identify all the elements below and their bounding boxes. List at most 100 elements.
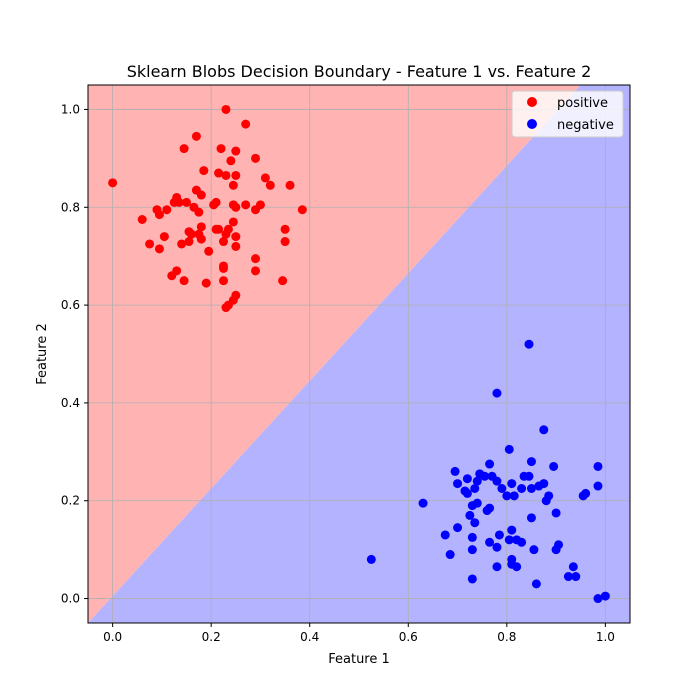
positive-point xyxy=(177,239,187,249)
positive-point xyxy=(174,197,184,207)
plot-area xyxy=(87,84,631,624)
negative-point xyxy=(529,545,539,555)
negative-point xyxy=(507,525,517,535)
negative-point xyxy=(494,530,504,540)
legend-label-positive: positive xyxy=(557,96,608,111)
positive-point xyxy=(280,224,290,234)
positive-point xyxy=(280,237,290,247)
legend-marker-positive xyxy=(527,97,537,107)
positive-point xyxy=(241,119,251,129)
negative-point xyxy=(467,545,477,555)
negative-point xyxy=(507,479,517,489)
y-axis-label: Feature 2 xyxy=(35,323,50,385)
positive-point xyxy=(251,153,261,163)
negative-point xyxy=(504,535,514,545)
legend-label-negative: negative xyxy=(557,118,614,133)
x-tick-label: 1.0 xyxy=(596,630,615,644)
positive-point xyxy=(251,205,261,215)
positive-point xyxy=(251,254,261,264)
y-tick-label: 0.2 xyxy=(61,494,80,508)
negative-point xyxy=(480,471,490,481)
negative-point xyxy=(418,498,428,508)
legend-box xyxy=(511,90,624,138)
positive-point xyxy=(145,239,155,249)
negative-point xyxy=(467,532,477,542)
negative-point xyxy=(593,594,603,604)
positive-point xyxy=(285,180,295,190)
negative-point xyxy=(485,459,495,469)
negative-point xyxy=(517,537,527,547)
y-tick-label: 0.4 xyxy=(61,396,80,410)
points-layer xyxy=(108,104,610,604)
x-tick-label: 0.0 xyxy=(103,630,122,644)
x-tick-label: 0.4 xyxy=(300,630,319,644)
positive-point xyxy=(216,144,226,154)
negative-point xyxy=(470,518,480,528)
negative-point xyxy=(593,461,603,471)
positive-point xyxy=(162,205,172,215)
positive-point xyxy=(201,278,211,288)
x-tick-label: 0.2 xyxy=(202,630,221,644)
positive-point xyxy=(231,241,241,251)
negative-region xyxy=(88,85,630,623)
positive-point xyxy=(179,276,189,286)
positive-point xyxy=(241,200,251,210)
negative-point xyxy=(492,562,502,572)
positive-point xyxy=(196,190,206,200)
negative-point xyxy=(571,572,581,582)
negative-point xyxy=(492,476,502,486)
negative-point xyxy=(445,550,455,560)
negative-point xyxy=(549,461,559,471)
positive-point xyxy=(214,224,224,234)
negative-point xyxy=(366,554,376,564)
negative-point xyxy=(492,388,502,398)
y-tick-label: 0.8 xyxy=(61,200,80,214)
positive-point xyxy=(219,263,228,273)
positive-point xyxy=(108,178,118,188)
negative-point xyxy=(467,501,477,511)
positive-point xyxy=(199,166,209,176)
negative-point xyxy=(593,481,603,491)
negative-point xyxy=(453,523,463,533)
positive-point xyxy=(196,234,206,244)
negative-point xyxy=(453,479,463,489)
negative-point xyxy=(470,484,480,493)
negative-point xyxy=(524,339,534,349)
x-tick-label: 0.6 xyxy=(399,630,418,644)
negative-point xyxy=(539,425,549,435)
positive-point xyxy=(231,202,241,212)
positive-point xyxy=(228,180,238,190)
positive-point xyxy=(226,156,236,166)
negative-point xyxy=(502,491,512,501)
negative-point xyxy=(462,474,472,484)
legend: positive negative xyxy=(511,90,624,138)
positive-point xyxy=(159,232,169,242)
negative-point xyxy=(568,562,578,572)
negative-point xyxy=(563,572,573,582)
x-axis-ticks: 0.0 0.2 0.4 0.6 0.8 1.0 xyxy=(103,623,615,644)
positive-point xyxy=(167,271,177,281)
chart-title: Sklearn Blobs Decision Boundary - Featur… xyxy=(127,62,592,81)
negative-point xyxy=(541,496,551,506)
negative-point xyxy=(465,510,475,520)
positive-point xyxy=(231,170,241,180)
positive-point xyxy=(228,217,238,227)
positive-point xyxy=(265,180,275,190)
x-axis-label: Feature 1 xyxy=(328,652,390,667)
negative-point xyxy=(551,545,561,555)
positive-point xyxy=(182,197,192,207)
negative-point xyxy=(492,542,502,552)
negative-point xyxy=(531,579,541,589)
positive-point xyxy=(219,237,228,247)
y-tick-label: 0.6 xyxy=(61,298,80,312)
positive-point xyxy=(179,144,189,154)
negative-point xyxy=(497,484,507,493)
negative-point xyxy=(450,466,460,476)
positive-point xyxy=(191,131,201,141)
positive-point xyxy=(209,200,219,210)
x-tick-label: 0.8 xyxy=(497,630,516,644)
negative-point xyxy=(524,471,534,481)
positive-point xyxy=(194,207,204,217)
legend-marker-negative xyxy=(527,119,537,129)
positive-point xyxy=(196,222,206,232)
